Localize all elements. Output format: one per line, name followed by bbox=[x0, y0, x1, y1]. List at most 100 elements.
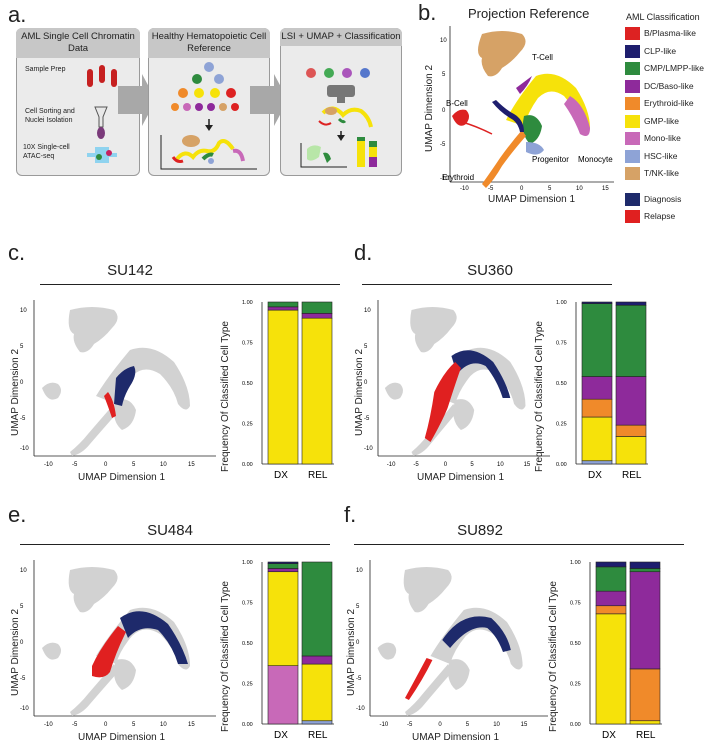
reference-cells bbox=[430, 607, 523, 670]
bar-xtick: DX bbox=[274, 730, 288, 741]
bar-segment bbox=[267, 568, 299, 573]
bar-segment bbox=[267, 571, 299, 666]
bar-ytick: 0.75 bbox=[570, 601, 581, 607]
umap-xtick: 0 bbox=[104, 462, 108, 468]
bar-ylabel: Frequency Of Classified Cell Type bbox=[534, 321, 545, 472]
stacked-bar-chart: 0.00 0.25 0.50 0.75 1.00 DX REL bbox=[556, 300, 648, 481]
bar-segment bbox=[595, 566, 627, 592]
umap-xtick: 15 bbox=[188, 722, 195, 728]
svg-text:-10: -10 bbox=[440, 176, 449, 182]
umap-xtick: -10 bbox=[44, 722, 53, 728]
sample-cells bbox=[442, 616, 511, 652]
legend-item: CMP/LMPP-like bbox=[624, 61, 704, 76]
umap-ytick: -10 bbox=[20, 446, 29, 452]
legend-swatch bbox=[624, 96, 641, 111]
legend-title: AML Classification bbox=[626, 12, 700, 22]
bar-segment bbox=[267, 563, 299, 569]
bar-segment bbox=[595, 613, 627, 725]
umap-xtick: 5 bbox=[470, 462, 474, 468]
panel-c-letter: c. bbox=[8, 240, 26, 265]
reference-cells bbox=[114, 659, 136, 690]
svg-text:5: 5 bbox=[548, 186, 552, 192]
reference-umap-plot: -10 -5 0 5 10 15 10 5 0 -5 -10 T-Cell B-… bbox=[440, 24, 616, 198]
workflow-box-title: AML Single Cell Chromatin Data bbox=[16, 28, 140, 58]
umap-ytick: 0 bbox=[356, 640, 360, 646]
umap-xlabel: UMAP Dimension 1 bbox=[78, 732, 166, 743]
umap-xtick: 10 bbox=[160, 462, 167, 468]
bar-ytick: 0.25 bbox=[556, 422, 567, 428]
legend-swatch bbox=[624, 209, 641, 224]
bar-segment bbox=[267, 309, 299, 465]
tcell-cluster bbox=[478, 31, 526, 77]
svg-text:0: 0 bbox=[520, 186, 524, 192]
bar-ytick: 0.75 bbox=[242, 601, 253, 607]
bar-xtick: DX bbox=[274, 470, 288, 481]
umap-xtick: -10 bbox=[380, 722, 389, 728]
reference-cells bbox=[68, 307, 118, 353]
cmp-cluster bbox=[522, 115, 542, 144]
stacked-bar-chart: 0.00 0.25 0.50 0.75 1.00 DX REL bbox=[570, 560, 662, 741]
workflow-arrow-icon bbox=[118, 74, 156, 126]
title-rule bbox=[362, 284, 612, 285]
bar-segment bbox=[301, 313, 333, 319]
legend-swatch bbox=[624, 131, 641, 146]
umap-xtick: 5 bbox=[132, 722, 136, 728]
legend-swatch bbox=[624, 43, 641, 59]
bar-ytick: 0.50 bbox=[570, 641, 581, 647]
umap-ylabel: UMAP Dimension 2 bbox=[10, 608, 21, 696]
bar-segment bbox=[267, 665, 299, 725]
bar-ylabel: Frequency Of Classified Cell Type bbox=[548, 581, 559, 732]
umap-ytick: 10 bbox=[20, 308, 27, 314]
bar-xtick: REL bbox=[636, 730, 656, 741]
umap-xtick: -5 bbox=[413, 462, 419, 468]
bar-segment bbox=[629, 571, 661, 670]
label-erythroid: Erythroid bbox=[442, 173, 474, 182]
umap-ytick: 10 bbox=[364, 308, 371, 314]
panel-d-letter: d. bbox=[354, 240, 373, 265]
bar-segment bbox=[615, 436, 647, 465]
panel-b-title: Projection Reference bbox=[468, 6, 590, 21]
bar-segment bbox=[629, 561, 661, 569]
hematopoiesis-tree-icon bbox=[160, 62, 257, 170]
bar-segment bbox=[267, 301, 299, 308]
stacked-bar-chart: 0.00 0.25 0.50 0.75 1.00 DX REL bbox=[242, 300, 334, 481]
reference-cells bbox=[448, 659, 470, 690]
sample-cells bbox=[114, 366, 136, 406]
legend-item: Erythroid-like bbox=[624, 96, 694, 111]
sample-title: SU360 bbox=[467, 262, 513, 279]
umap-ytick: -5 bbox=[20, 676, 26, 682]
umap-xtick: 15 bbox=[524, 462, 531, 468]
umap-xtick: -5 bbox=[407, 722, 413, 728]
stacked-bar-chart: 0.00 0.25 0.50 0.75 1.00 DX REL bbox=[242, 560, 334, 741]
bar-segment bbox=[301, 655, 333, 665]
umap-ytick: 0 bbox=[20, 380, 24, 386]
reference-cells bbox=[377, 642, 397, 660]
bar-ytick: 0.25 bbox=[570, 682, 581, 688]
workflow-box-title: Healthy Hematopoietic Cell Reference bbox=[148, 28, 270, 58]
sample-title: SU892 bbox=[457, 522, 503, 539]
bar-segment bbox=[629, 668, 661, 722]
umap-xtick: 15 bbox=[521, 722, 528, 728]
bar-segment bbox=[301, 301, 333, 314]
label-progenitor: Progenitor bbox=[532, 155, 569, 164]
svg-text:-5: -5 bbox=[488, 186, 494, 192]
bar-segment bbox=[581, 376, 613, 400]
workflow-arrow-icon bbox=[250, 74, 288, 126]
label-bcell: B-Cell bbox=[446, 99, 468, 108]
umap-ytick: -5 bbox=[20, 416, 26, 422]
reference-cells bbox=[42, 382, 61, 400]
bar-ytick: 0.75 bbox=[556, 341, 567, 347]
legend-item: B/Plasma-like bbox=[624, 26, 696, 41]
legend-item: Mono-like bbox=[624, 131, 681, 146]
title-rule bbox=[20, 544, 330, 545]
legend-label: B/Plasma-like bbox=[644, 28, 696, 38]
legend-label: DC/Baso-like bbox=[644, 80, 694, 91]
bar-segment bbox=[581, 301, 613, 304]
sample-umap-plot: -10 -5 0 5 10 15 10 5 0 -5 -10 bbox=[364, 300, 550, 468]
legend-swatch bbox=[624, 192, 641, 207]
bar-segment bbox=[615, 424, 647, 437]
reference-cells bbox=[70, 404, 118, 456]
legend-label: Erythroid-like bbox=[644, 98, 694, 108]
label-monocyte: Monocyte bbox=[578, 155, 613, 164]
legend-label: HSC-like bbox=[644, 150, 678, 161]
